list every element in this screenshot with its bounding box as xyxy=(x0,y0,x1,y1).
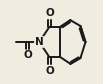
Text: N: N xyxy=(35,37,44,47)
Text: O: O xyxy=(45,66,54,76)
Text: O: O xyxy=(23,50,32,60)
Text: O: O xyxy=(45,8,54,18)
